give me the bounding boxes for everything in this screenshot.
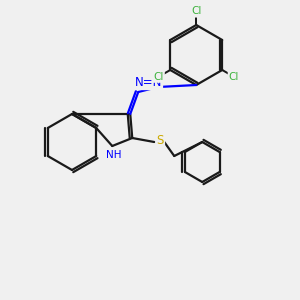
Text: Cl: Cl [153,72,164,82]
Text: NH: NH [106,150,122,160]
Text: S: S [157,134,164,146]
Text: Cl: Cl [191,7,201,16]
Text: N=N: N=N [135,76,162,89]
Text: Cl: Cl [229,72,239,82]
